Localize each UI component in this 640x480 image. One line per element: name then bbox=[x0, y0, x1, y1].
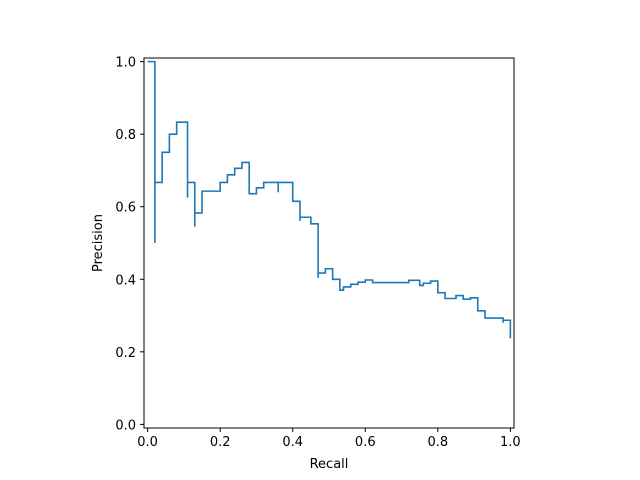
y-tick-label: 0.6 bbox=[115, 201, 136, 216]
y-axis-label: Precision bbox=[91, 214, 106, 272]
y-tick-label: 0.8 bbox=[115, 128, 136, 143]
x-tick-label: 0.6 bbox=[355, 435, 376, 450]
x-tick-label: 1.0 bbox=[500, 435, 521, 450]
axes-frame bbox=[143, 57, 515, 429]
y-tick-label: 1.0 bbox=[115, 56, 136, 71]
axis-ticks: 0.0 0.2 0.4 0.6 0.8 1.0 0.0 0.2 0.4 0.6 0.8 1.0 bbox=[115, 56, 520, 450]
precision-recall-curve bbox=[147, 60, 512, 339]
x-tick-label: 0.0 bbox=[137, 435, 158, 450]
y-tick-label: 0.2 bbox=[115, 346, 136, 361]
x-axis-label: Recall bbox=[310, 457, 349, 472]
y-tick-label: 0.4 bbox=[115, 273, 136, 288]
plot-area bbox=[147, 60, 512, 339]
x-tick-label: 0.2 bbox=[210, 435, 231, 450]
x-tick-label: 0.4 bbox=[282, 435, 303, 450]
x-tick-label: 0.8 bbox=[427, 435, 448, 450]
y-tick-label: 0.0 bbox=[115, 418, 136, 433]
